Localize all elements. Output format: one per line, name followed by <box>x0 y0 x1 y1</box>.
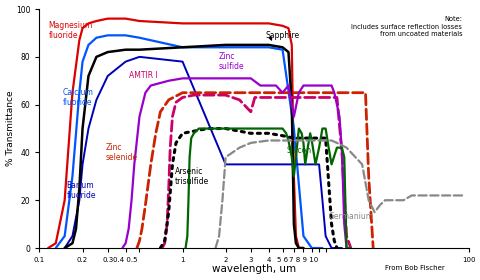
X-axis label: wavelength, um: wavelength, um <box>212 264 296 274</box>
Text: Calcium
fluoride: Calcium fluoride <box>62 88 93 107</box>
Text: Arsenic
trisulfide: Arsenic trisulfide <box>174 167 208 186</box>
Text: From Bob Fischer: From Bob Fischer <box>384 265 444 271</box>
Text: Barium
fluoride: Barium fluoride <box>67 181 96 200</box>
Text: Silicon: Silicon <box>286 146 311 155</box>
Text: Sapphire: Sapphire <box>265 31 299 40</box>
Text: Zinc
selenide: Zinc selenide <box>106 143 137 162</box>
Text: AMTIR I: AMTIR I <box>128 71 157 80</box>
Text: Note:
Includes surface reflection losses
from uncoated materials: Note: Includes surface reflection losses… <box>351 16 461 37</box>
Y-axis label: % Transmittance: % Transmittance <box>6 91 14 166</box>
Text: Magnesium
fluoride: Magnesium fluoride <box>48 21 93 40</box>
Text: Zinc
sulfide: Zinc sulfide <box>218 52 244 71</box>
Text: Germanium: Germanium <box>328 213 373 221</box>
